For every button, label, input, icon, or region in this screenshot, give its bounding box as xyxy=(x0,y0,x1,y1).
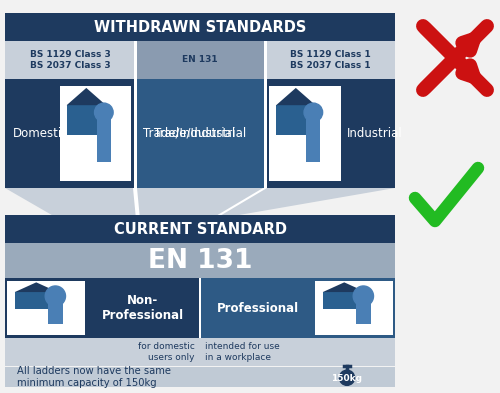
Text: Domestic: Domestic xyxy=(13,127,68,140)
Bar xyxy=(356,300,371,324)
Polygon shape xyxy=(66,88,106,105)
Text: 150kg: 150kg xyxy=(332,374,362,383)
Bar xyxy=(134,79,136,188)
Bar xyxy=(264,41,266,79)
Polygon shape xyxy=(5,188,395,215)
Bar xyxy=(5,13,395,41)
Bar xyxy=(48,300,63,324)
Bar xyxy=(264,79,266,188)
Bar xyxy=(134,41,136,79)
Polygon shape xyxy=(276,88,316,105)
Bar xyxy=(315,281,393,335)
Text: Industrial: Industrial xyxy=(273,127,329,140)
Bar xyxy=(5,338,395,366)
Bar xyxy=(276,105,316,136)
Bar xyxy=(5,367,395,387)
Bar xyxy=(323,292,366,309)
Circle shape xyxy=(340,370,354,386)
Text: EN 131: EN 131 xyxy=(148,248,252,274)
Text: Trade/Industrial: Trade/Industrial xyxy=(143,127,236,140)
Text: Non-
Professional: Non- Professional xyxy=(102,294,184,322)
Bar xyxy=(66,105,106,136)
Bar xyxy=(200,278,395,338)
Polygon shape xyxy=(15,282,58,292)
Circle shape xyxy=(304,103,322,122)
Text: intended for use
in a workplace: intended for use in a workplace xyxy=(205,342,280,362)
Polygon shape xyxy=(133,188,140,215)
Polygon shape xyxy=(323,282,366,292)
Text: EN 131: EN 131 xyxy=(182,55,218,64)
Polygon shape xyxy=(218,188,267,215)
Bar xyxy=(5,278,200,338)
Text: CURRENT STANDARD: CURRENT STANDARD xyxy=(114,222,286,237)
Bar xyxy=(199,278,201,338)
Circle shape xyxy=(45,286,66,306)
Bar xyxy=(265,79,395,188)
Bar xyxy=(265,41,395,79)
Bar xyxy=(269,86,340,182)
Text: BS 1129 Class 3
BS 2037 Class 3: BS 1129 Class 3 BS 2037 Class 3 xyxy=(30,50,110,70)
Bar xyxy=(306,119,320,162)
Bar xyxy=(15,292,58,309)
Text: Industrial: Industrial xyxy=(346,127,402,140)
Circle shape xyxy=(353,286,374,306)
Bar xyxy=(5,41,135,79)
Text: WITHDRAWN STANDARDS: WITHDRAWN STANDARDS xyxy=(94,20,306,35)
Text: BS 1129 Class 1
BS 2037 Class 1: BS 1129 Class 1 BS 2037 Class 1 xyxy=(290,50,370,70)
Text: All ladders now have the same
minimum capacity of 150kg: All ladders now have the same minimum ca… xyxy=(17,366,171,388)
Bar xyxy=(5,215,395,243)
Text: for domestic
users only: for domestic users only xyxy=(138,342,195,362)
Bar xyxy=(135,79,265,188)
Bar xyxy=(96,119,111,162)
Text: Professional: Professional xyxy=(216,301,298,314)
Bar xyxy=(135,41,265,79)
Circle shape xyxy=(94,103,113,122)
Bar xyxy=(7,281,85,335)
Bar xyxy=(5,243,395,278)
Text: Trade/Industrial: Trade/Industrial xyxy=(154,127,246,140)
Bar xyxy=(60,86,131,182)
Bar xyxy=(5,79,135,188)
